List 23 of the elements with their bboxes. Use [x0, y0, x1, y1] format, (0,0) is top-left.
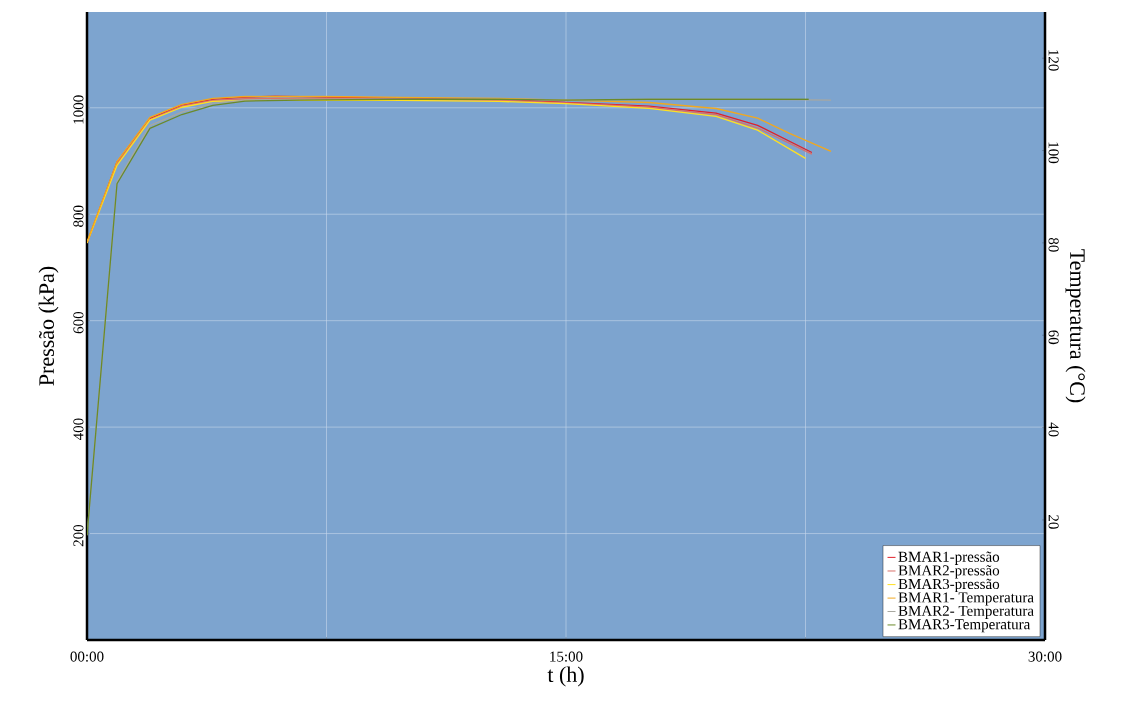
y-tick-label: 200 [73, 524, 84, 547]
x-tick-label: 00:00 [70, 651, 104, 662]
y-tick-label: 1000 [73, 95, 84, 124]
y-tick-label: 400 [73, 418, 84, 441]
x-axis-title: t (h) [547, 666, 584, 687]
x-tick-label: 15:00 [550, 651, 583, 662]
legend-label: BMAR3-Temperatura [898, 619, 1031, 633]
y2-tick-label: 20 [1048, 515, 1059, 529]
y-tick-label: 600 [73, 311, 84, 334]
y-axis-title: Pressão (kPa) [38, 266, 59, 386]
legend-label: BMAR1-pressão [898, 551, 1000, 565]
y2-tick-label: 60 [1048, 330, 1059, 345]
y2-axis-title: Temperatura (°C) [1065, 249, 1086, 403]
y2-tick-label: 40 [1048, 422, 1059, 437]
legend-label: BMAR3-pressão [898, 578, 1000, 593]
x-tick-label: 30:00 [1028, 651, 1062, 662]
y2-tick-label: 80 [1048, 237, 1059, 252]
legend-label: BMAR2-pressão [898, 565, 1000, 579]
legend-label: BMAR2- Temperatura [898, 605, 1034, 619]
legend-label: BMAR1- Temperatura [898, 592, 1034, 606]
y2-tick-label: 120 [1048, 50, 1059, 71]
y-tick-label: 800 [73, 205, 84, 227]
y2-tick-label: 100 [1048, 142, 1059, 164]
